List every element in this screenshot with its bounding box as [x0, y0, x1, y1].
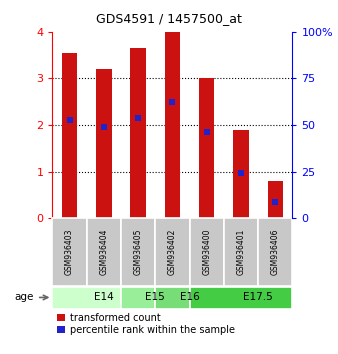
Text: E14: E14	[94, 292, 114, 302]
Bar	[190, 287, 292, 309]
Bar	[87, 218, 121, 286]
Bar	[96, 69, 112, 218]
Bar	[155, 287, 190, 309]
Text: E15: E15	[145, 292, 165, 302]
Bar	[199, 79, 214, 218]
Text: GSM936405: GSM936405	[134, 229, 143, 275]
Bar	[258, 218, 292, 286]
Bar	[267, 181, 283, 218]
Bar	[121, 218, 155, 286]
Bar	[121, 287, 155, 309]
Bar	[224, 218, 258, 286]
Bar	[165, 32, 180, 218]
Text: GSM936406: GSM936406	[271, 229, 280, 275]
Bar	[155, 218, 190, 286]
Text: GSM936403: GSM936403	[65, 229, 74, 275]
Text: age: age	[15, 292, 48, 302]
Bar	[52, 287, 121, 309]
Text: E17.5: E17.5	[243, 292, 273, 302]
Text: GSM936400: GSM936400	[202, 229, 211, 275]
Text: E16: E16	[179, 292, 199, 302]
Bar	[190, 218, 224, 286]
Text: GSM936404: GSM936404	[99, 229, 108, 275]
Text: GDS4591 / 1457500_at: GDS4591 / 1457500_at	[96, 12, 242, 25]
Bar	[52, 218, 87, 286]
Bar	[233, 130, 249, 218]
Legend: transformed count, percentile rank within the sample: transformed count, percentile rank withi…	[57, 313, 235, 335]
Text: GSM936402: GSM936402	[168, 229, 177, 275]
Bar	[130, 48, 146, 218]
Bar	[62, 53, 77, 218]
Text: GSM936401: GSM936401	[237, 229, 245, 275]
